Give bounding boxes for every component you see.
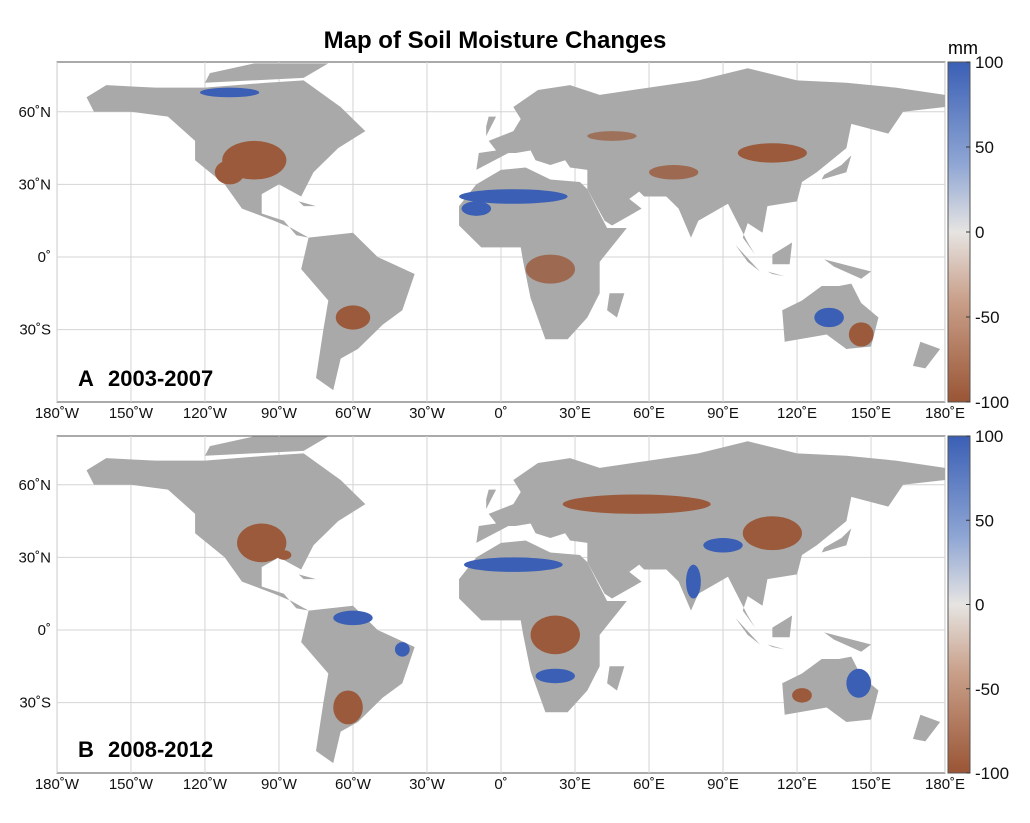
x-tick-label: 60˚E xyxy=(633,405,665,422)
x-tick-label: 150˚E xyxy=(851,776,891,793)
x-tick-label: 90˚E xyxy=(707,776,739,793)
panel-label: A xyxy=(78,366,94,391)
colorbar-tick-label: -100 xyxy=(975,764,1009,783)
colorbar-tick-label: 0 xyxy=(975,596,984,615)
colorbar-unit: mm xyxy=(948,38,978,58)
panel-label: B xyxy=(78,737,94,762)
y-tick-label: 30˚N xyxy=(18,176,51,193)
y-tick-label: 0˚ xyxy=(38,249,51,266)
panel-period: 2008-2012 xyxy=(108,737,213,762)
x-tick-label: 0˚ xyxy=(494,776,507,793)
x-tick-label: 150˚W xyxy=(109,776,154,793)
x-tick-label: 60˚W xyxy=(335,405,372,422)
colorbar-tick-label: 50 xyxy=(975,138,994,157)
x-tick-label: 120˚W xyxy=(183,405,228,422)
x-tick-label: 180˚E xyxy=(925,405,965,422)
x-tick-label: 180˚E xyxy=(925,776,965,793)
x-tick-label: 120˚W xyxy=(183,776,228,793)
x-tick-label: 30˚E xyxy=(559,405,591,422)
x-tick-label: 30˚W xyxy=(409,405,446,422)
x-tick-label: 30˚E xyxy=(559,776,591,793)
colorbar-tick-label: -50 xyxy=(975,680,1000,699)
x-tick-label: 120˚E xyxy=(777,776,817,793)
x-tick-label: 150˚E xyxy=(851,405,891,422)
x-tick-label: 90˚E xyxy=(707,405,739,422)
y-tick-label: 60˚N xyxy=(18,104,51,121)
map-panel: 180˚W 150˚W 120˚W 90˚W 60˚W 30˚W 0˚ 30˚E 60˚E 90˚… xyxy=(18,53,1009,422)
x-tick-label: 60˚W xyxy=(335,776,372,793)
colorbar-tick-label: 100 xyxy=(975,427,1003,446)
x-tick-label: 60˚E xyxy=(633,776,665,793)
y-tick-label: 30˚S xyxy=(19,322,51,339)
colorbar-tick-label: 0 xyxy=(975,223,984,242)
x-tick-label: 0˚ xyxy=(494,405,507,422)
title: Map of Soil Moisture Changes xyxy=(324,27,667,54)
x-tick-label: 30˚W xyxy=(409,776,446,793)
colorbar-tick-label: 100 xyxy=(975,53,1003,72)
x-tick-label: 90˚W xyxy=(261,405,298,422)
x-tick-label: 180˚W xyxy=(35,776,80,793)
colorbar-tick-label: 50 xyxy=(975,511,994,530)
y-tick-label: 60˚N xyxy=(18,477,51,494)
x-tick-label: 150˚W xyxy=(109,405,154,422)
x-tick-label: 180˚W xyxy=(35,405,80,422)
y-tick-label: 30˚S xyxy=(19,695,51,712)
colorbar-tick-label: -100 xyxy=(975,393,1009,412)
y-tick-label: 30˚N xyxy=(18,549,51,566)
y-tick-label: 0˚ xyxy=(38,622,51,639)
colorbar-tick-label: -50 xyxy=(975,308,1000,327)
x-tick-label: 90˚W xyxy=(261,776,298,793)
panel-period: 2003-2007 xyxy=(108,366,213,391)
map-panel: 180˚W 150˚W 120˚W 90˚W 60˚W 30˚W 0˚ 30˚E 60˚E 90˚… xyxy=(18,427,1009,793)
x-tick-label: 120˚E xyxy=(777,405,817,422)
